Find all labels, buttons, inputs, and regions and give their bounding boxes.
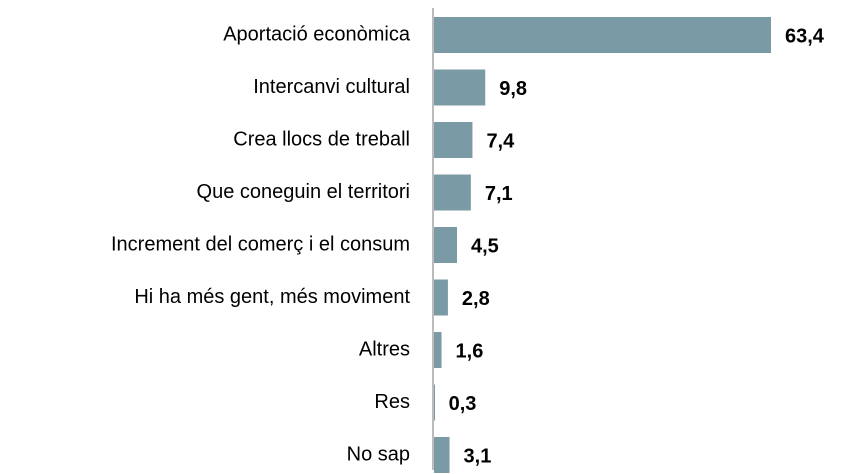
bar [434,279,448,316]
value-label: 4,5 [471,235,499,257]
category-label: Hi ha més gent, més moviment [134,286,410,308]
category-label: Crea llocs de treball [233,128,410,150]
category-label: Altres [359,338,410,360]
value-label: 0,3 [449,393,477,415]
value-label: 7,1 [485,183,513,205]
category-label: Que coneguin el territori [197,181,410,203]
value-label: 2,8 [462,288,490,310]
category-label: Res [374,391,410,413]
bar [434,227,457,263]
bar [434,122,473,158]
value-label: 7,4 [486,130,515,152]
bar [434,174,471,211]
value-label: 1,6 [456,340,484,362]
category-label: No sap [347,443,410,465]
value-label: 9,8 [499,78,527,100]
bar [434,69,486,106]
category-label: Aportació econòmica [223,23,411,45]
category-label: Intercanvi cultural [253,76,410,98]
bar [434,17,771,53]
bar [434,332,442,368]
value-label: 63,4 [785,25,825,47]
value-label: 3,1 [464,445,492,467]
category-label: Increment del comerç i el consum [111,233,410,255]
bar [434,437,450,473]
bar [434,384,435,421]
